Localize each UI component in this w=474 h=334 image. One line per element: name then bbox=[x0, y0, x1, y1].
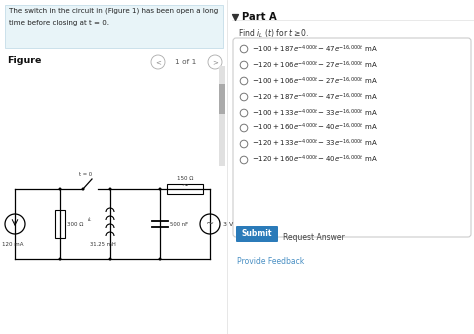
Circle shape bbox=[240, 156, 248, 164]
Point bbox=[231, 14, 239, 20]
Text: $-120 + 187e^{-4000t} - 47e^{-16{,}000t}$ mA: $-120 + 187e^{-4000t} - 47e^{-16{,}000t}… bbox=[252, 91, 378, 102]
Circle shape bbox=[151, 55, 165, 69]
Text: ~: ~ bbox=[182, 181, 189, 190]
Text: ~: ~ bbox=[206, 219, 214, 229]
Circle shape bbox=[58, 258, 62, 261]
Text: 300 Ω: 300 Ω bbox=[67, 221, 83, 226]
Circle shape bbox=[109, 258, 111, 261]
Text: 31.25 mH: 31.25 mH bbox=[90, 242, 116, 247]
Circle shape bbox=[240, 77, 248, 85]
Circle shape bbox=[240, 45, 248, 53]
Text: Part A: Part A bbox=[242, 12, 277, 22]
Text: The switch in the circuit in (Figure 1) has been open a long: The switch in the circuit in (Figure 1) … bbox=[9, 8, 218, 14]
Text: $-100 + 160e^{-4000t} - 40e^{-16{,}000t}$ mA: $-100 + 160e^{-4000t} - 40e^{-16{,}000t}… bbox=[252, 122, 378, 133]
Text: Provide Feedback: Provide Feedback bbox=[237, 258, 304, 267]
Circle shape bbox=[109, 187, 111, 190]
Text: >: > bbox=[212, 59, 218, 65]
Text: 500 nF: 500 nF bbox=[170, 221, 188, 226]
Circle shape bbox=[240, 61, 248, 69]
FancyBboxPatch shape bbox=[233, 38, 471, 237]
FancyBboxPatch shape bbox=[236, 226, 278, 242]
Circle shape bbox=[158, 258, 162, 261]
Circle shape bbox=[240, 109, 248, 117]
Text: $-120 + 133e^{-4000t} - 33e^{-16{,}000t}$ mA: $-120 + 133e^{-4000t} - 33e^{-16{,}000t}… bbox=[252, 138, 378, 149]
Circle shape bbox=[240, 93, 248, 101]
Bar bbox=[219, 84, 225, 114]
Text: $i_L$: $i_L$ bbox=[87, 215, 93, 224]
Text: time before closing at t = 0.: time before closing at t = 0. bbox=[9, 20, 109, 26]
Text: t = 0: t = 0 bbox=[80, 172, 92, 177]
Text: 1 of 1: 1 of 1 bbox=[175, 59, 197, 65]
Circle shape bbox=[58, 187, 62, 190]
Bar bbox=[5, 5, 223, 48]
Text: $-100 + 133e^{-4000t} - 33e^{-16{,}000t}$ mA: $-100 + 133e^{-4000t} - 33e^{-16{,}000t}… bbox=[252, 107, 378, 118]
Text: Request Answer: Request Answer bbox=[283, 232, 345, 241]
Text: <: < bbox=[155, 59, 161, 65]
Circle shape bbox=[208, 55, 222, 69]
Text: Submit: Submit bbox=[242, 229, 272, 238]
Text: $-120 + 106e^{-4000t} - 27e^{-16{,}000t}$ mA: $-120 + 106e^{-4000t} - 27e^{-16{,}000t}… bbox=[252, 58, 378, 69]
Text: Figure: Figure bbox=[7, 56, 41, 65]
Bar bbox=[55, 210, 65, 238]
Bar bbox=[167, 184, 203, 194]
Text: $-100 + 187e^{-4000t} - 47e^{-16{,}000t}$ mA: $-100 + 187e^{-4000t} - 47e^{-16{,}000t}… bbox=[252, 42, 378, 53]
Text: 150 Ω: 150 Ω bbox=[177, 176, 193, 181]
Bar bbox=[0, 0, 227, 334]
Circle shape bbox=[200, 214, 220, 234]
Circle shape bbox=[240, 124, 248, 132]
Circle shape bbox=[240, 140, 248, 148]
Circle shape bbox=[5, 214, 25, 234]
Text: $-120 + 160e^{-4000t} - 40e^{-16{,}000t}$ mA: $-120 + 160e^{-4000t} - 40e^{-16{,}000t}… bbox=[252, 154, 378, 165]
Text: 120 mA: 120 mA bbox=[2, 242, 24, 247]
Text: Find $i_L$ $(t)$ for $t \geq 0$.: Find $i_L$ $(t)$ for $t \geq 0$. bbox=[238, 28, 310, 40]
Text: $-100 + 106e^{-4000t} - 27e^{-16{,}000t}$ mA: $-100 + 106e^{-4000t} - 27e^{-16{,}000t}… bbox=[252, 74, 378, 86]
Circle shape bbox=[158, 187, 162, 190]
Bar bbox=[219, 66, 225, 166]
Text: 3 V: 3 V bbox=[223, 221, 233, 226]
Circle shape bbox=[82, 187, 84, 190]
